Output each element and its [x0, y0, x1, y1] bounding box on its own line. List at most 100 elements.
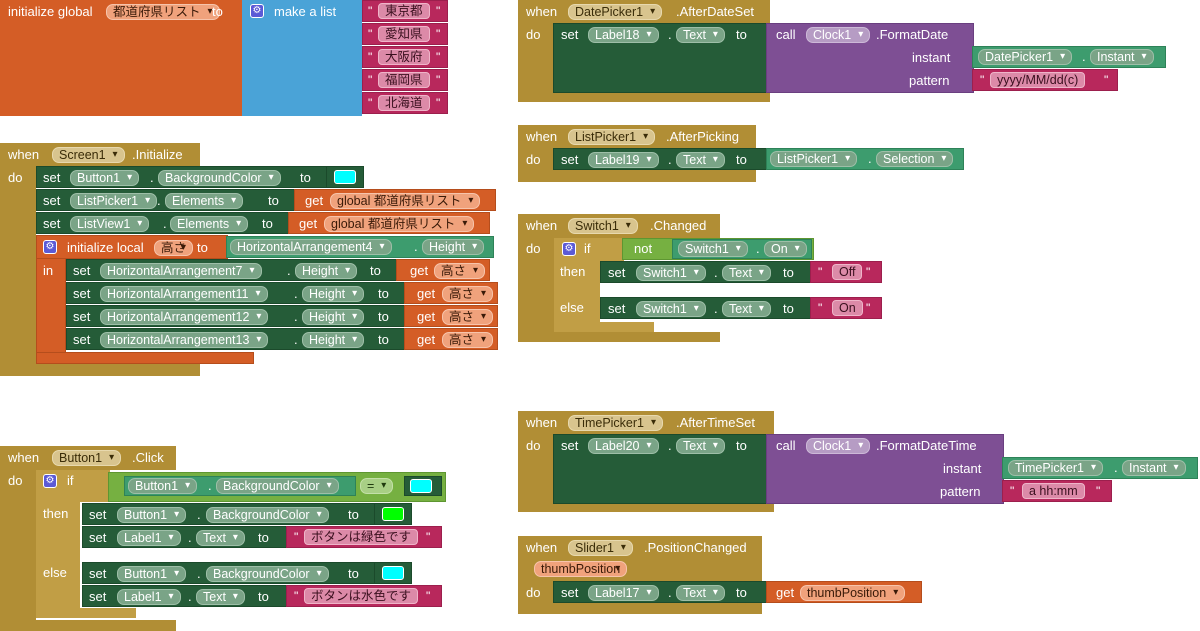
local-var-name[interactable]: 高さ — [154, 240, 194, 256]
property-dropdown[interactable]: Text — [676, 152, 725, 168]
component-dropdown[interactable]: HorizontalArrangement7 — [100, 263, 262, 279]
component-dropdown[interactable]: DatePicker1 — [978, 49, 1073, 65]
quote-icon: " — [1010, 484, 1015, 498]
component-dropdown[interactable]: Switch1 — [568, 218, 638, 234]
property-dropdown[interactable]: Height — [422, 239, 485, 255]
list-item-text[interactable]: 愛知県 — [378, 26, 430, 42]
mutator-gear-icon[interactable]: ⚙ — [43, 474, 57, 488]
property-dropdown[interactable]: Height — [295, 263, 358, 279]
get-label: get — [305, 193, 324, 208]
property-dropdown[interactable]: Elements — [165, 193, 244, 209]
get-var-dropdown[interactable]: thumbPosition — [800, 585, 906, 601]
get-label: get — [417, 286, 436, 301]
property-dropdown[interactable]: Instant — [1122, 460, 1186, 476]
component-dropdown[interactable]: Label19 — [588, 152, 659, 168]
component-dropdown[interactable]: Button1 — [117, 507, 187, 523]
list-item-text[interactable]: 福岡県 — [378, 72, 430, 88]
component-dropdown[interactable]: ListView1 — [70, 216, 150, 232]
property-dropdown[interactable]: Text — [196, 530, 245, 546]
list-item-text[interactable]: 東京都 — [378, 3, 430, 19]
property-dropdown[interactable]: Elements — [170, 216, 249, 232]
component-dropdown[interactable]: Switch1 — [636, 301, 706, 317]
operator-dropdown[interactable]: = — [360, 478, 394, 494]
component-dropdown[interactable]: ListPicker1 — [70, 193, 158, 209]
clock-dropdown[interactable]: Clock1 — [806, 27, 871, 43]
list-item-text[interactable]: 大阪府 — [378, 49, 430, 65]
component-dropdown[interactable]: Label20 — [588, 438, 659, 454]
property-dropdown[interactable]: BackgroundColor — [216, 478, 339, 494]
property-dropdown[interactable]: Selection — [876, 151, 954, 167]
get-var-dropdown[interactable]: 高さ — [434, 263, 486, 279]
mutator-gear-icon[interactable]: ⚙ — [43, 240, 57, 254]
property-dropdown[interactable]: Text — [722, 265, 771, 281]
component-dropdown[interactable]: Button1 — [70, 170, 140, 186]
mutator-gear-icon[interactable]: ⚙ — [562, 242, 576, 256]
component-dropdown[interactable]: Label17 — [588, 585, 659, 601]
color-swatch[interactable] — [382, 566, 404, 580]
component-dropdown[interactable]: DatePicker1 — [568, 4, 663, 20]
color-swatch[interactable] — [382, 507, 404, 521]
component-dropdown[interactable]: Label1 — [117, 589, 181, 605]
get-var-dropdown[interactable]: global 都道府県リスト — [330, 193, 481, 209]
color-swatch[interactable] — [410, 479, 432, 493]
set-block[interactable] — [600, 297, 812, 319]
property-dropdown[interactable]: BackgroundColor — [206, 507, 329, 523]
text-value[interactable]: ボタンは水色です — [304, 588, 419, 604]
global-var-name-dropdown[interactable]: 都道府県リスト — [106, 4, 220, 20]
property-dropdown[interactable]: On — [764, 241, 807, 257]
component-dropdown[interactable]: TimePicker1 — [568, 415, 663, 431]
initialize-local-block[interactable] — [36, 235, 228, 259]
property-dropdown[interactable]: Height — [302, 332, 365, 348]
make-a-list-block[interactable] — [242, 0, 362, 116]
property-dropdown[interactable]: Text — [722, 301, 771, 317]
pattern-value[interactable]: a hh:mm — [1022, 483, 1085, 499]
component-dropdown[interactable]: HorizontalArrangement4 — [230, 239, 392, 255]
component-dropdown[interactable]: HorizontalArrangement11 — [100, 286, 268, 302]
set-label: set — [89, 507, 107, 522]
property-dropdown[interactable]: Text — [676, 438, 725, 454]
property-dropdown[interactable]: Instant — [1090, 49, 1154, 65]
get-var-dropdown[interactable]: global 都道府県リスト — [324, 216, 475, 232]
property-dropdown[interactable]: BackgroundColor — [158, 170, 281, 186]
dot-label: . — [188, 530, 192, 545]
get-var-dropdown[interactable]: 高さ — [442, 332, 494, 348]
event-block-footer — [0, 364, 200, 376]
event-param[interactable]: thumbPosition — [534, 561, 628, 577]
component-dropdown[interactable]: Switch1 — [678, 241, 748, 257]
color-swatch[interactable] — [334, 170, 356, 184]
component-dropdown[interactable]: ListPicker1 — [770, 151, 858, 167]
component-dropdown[interactable]: Slider1 — [568, 540, 633, 556]
component-dropdown[interactable]: Screen1 — [52, 147, 125, 163]
get-label: get — [417, 332, 436, 347]
component-dropdown[interactable]: Label18 — [588, 27, 659, 43]
text-value[interactable]: On — [832, 300, 863, 316]
pattern-label: pattern — [940, 484, 981, 499]
component-dropdown[interactable]: Switch1 — [636, 265, 706, 281]
property-dropdown[interactable]: Text — [676, 585, 725, 601]
to-label: to — [736, 27, 747, 42]
property-dropdown[interactable]: Height — [302, 286, 365, 302]
component-dropdown[interactable]: HorizontalArrangement12 — [100, 309, 269, 325]
mutator-gear-icon[interactable]: ⚙ — [250, 4, 264, 18]
do-label: do — [8, 170, 23, 185]
text-value[interactable]: ボタンは緑色です — [304, 529, 419, 545]
text-value[interactable]: Off — [832, 264, 863, 280]
component-dropdown[interactable]: ListPicker1 — [568, 129, 656, 145]
property-dropdown[interactable]: Text — [676, 27, 725, 43]
pattern-label: pattern — [909, 73, 950, 88]
pattern-value[interactable]: yyyy/MM/dd(c) — [990, 72, 1086, 88]
property-dropdown[interactable]: BackgroundColor — [206, 566, 329, 582]
list-item-text[interactable]: 北海道 — [378, 95, 430, 111]
component-dropdown[interactable]: HorizontalArrangement13 — [100, 332, 269, 348]
set-block[interactable] — [600, 261, 812, 283]
component-dropdown[interactable]: Button1 — [117, 566, 187, 582]
property-dropdown[interactable]: Height — [302, 309, 365, 325]
clock-dropdown[interactable]: Clock1 — [806, 438, 871, 454]
component-dropdown[interactable]: Button1 — [52, 450, 122, 466]
property-dropdown[interactable]: Text — [196, 589, 245, 605]
component-dropdown[interactable]: TimePicker1 — [1008, 460, 1103, 476]
get-var-dropdown[interactable]: 高さ — [442, 286, 494, 302]
component-dropdown[interactable]: Button1 — [128, 478, 198, 494]
component-dropdown[interactable]: Label1 — [117, 530, 181, 546]
get-var-dropdown[interactable]: 高さ — [442, 309, 494, 325]
